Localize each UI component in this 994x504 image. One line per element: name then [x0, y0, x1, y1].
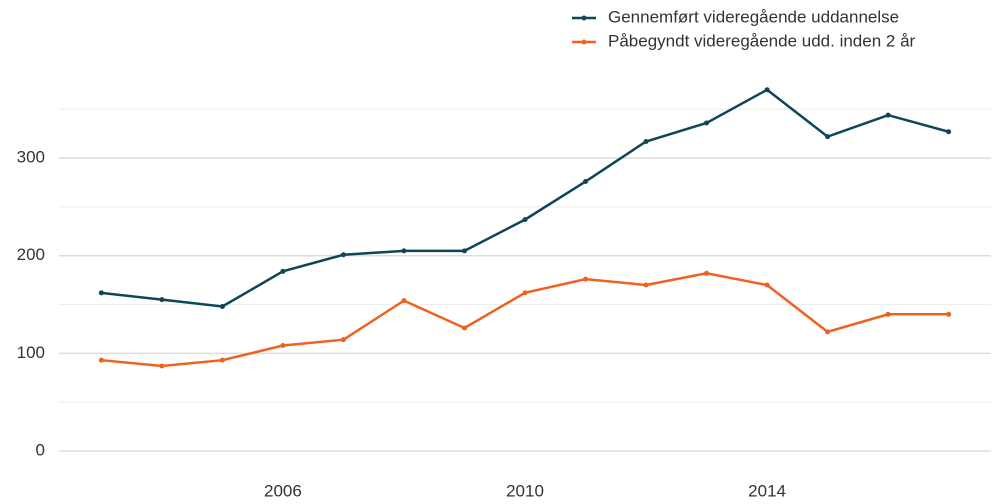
data-point	[522, 217, 528, 223]
data-point	[280, 268, 286, 274]
data-point	[219, 303, 225, 309]
x-tick-label: 2014	[748, 481, 786, 500]
y-tick-label: 100	[17, 343, 45, 362]
data-point	[340, 252, 346, 258]
data-point	[643, 139, 649, 145]
data-point	[159, 297, 165, 303]
x-tick-label: 2006	[264, 481, 302, 500]
data-point	[704, 120, 710, 126]
data-point	[764, 282, 770, 288]
data-point	[946, 311, 952, 317]
y-tick-label: 0	[36, 440, 45, 459]
data-point	[704, 270, 710, 276]
data-point	[340, 337, 346, 343]
data-point	[583, 179, 589, 185]
series-line	[101, 272, 949, 368]
data-point	[522, 290, 528, 296]
legend-label: Gennemført videregående uddannelse	[608, 7, 899, 26]
data-point	[946, 129, 952, 135]
data-point	[401, 248, 407, 254]
data-point	[98, 290, 104, 296]
legend-marker	[581, 39, 587, 45]
x-tick-label: 2010	[506, 481, 544, 500]
data-point	[764, 87, 770, 93]
data-point	[98, 357, 104, 363]
legend-marker	[581, 15, 587, 21]
data-point	[643, 282, 649, 288]
data-point	[885, 311, 891, 317]
legend-label: Påbegyndt videregående udd. inden 2 år	[608, 31, 916, 50]
data-point	[885, 112, 891, 118]
series-line	[101, 88, 949, 308]
data-point	[825, 134, 831, 140]
data-point	[401, 298, 407, 304]
y-tick-label: 300	[17, 148, 45, 167]
data-point	[280, 343, 286, 349]
data-point	[583, 276, 589, 282]
data-point	[219, 357, 225, 363]
data-point	[159, 363, 165, 369]
data-point	[825, 329, 831, 335]
data-point	[461, 248, 467, 254]
y-tick-label: 200	[17, 245, 45, 264]
data-point	[461, 325, 467, 331]
